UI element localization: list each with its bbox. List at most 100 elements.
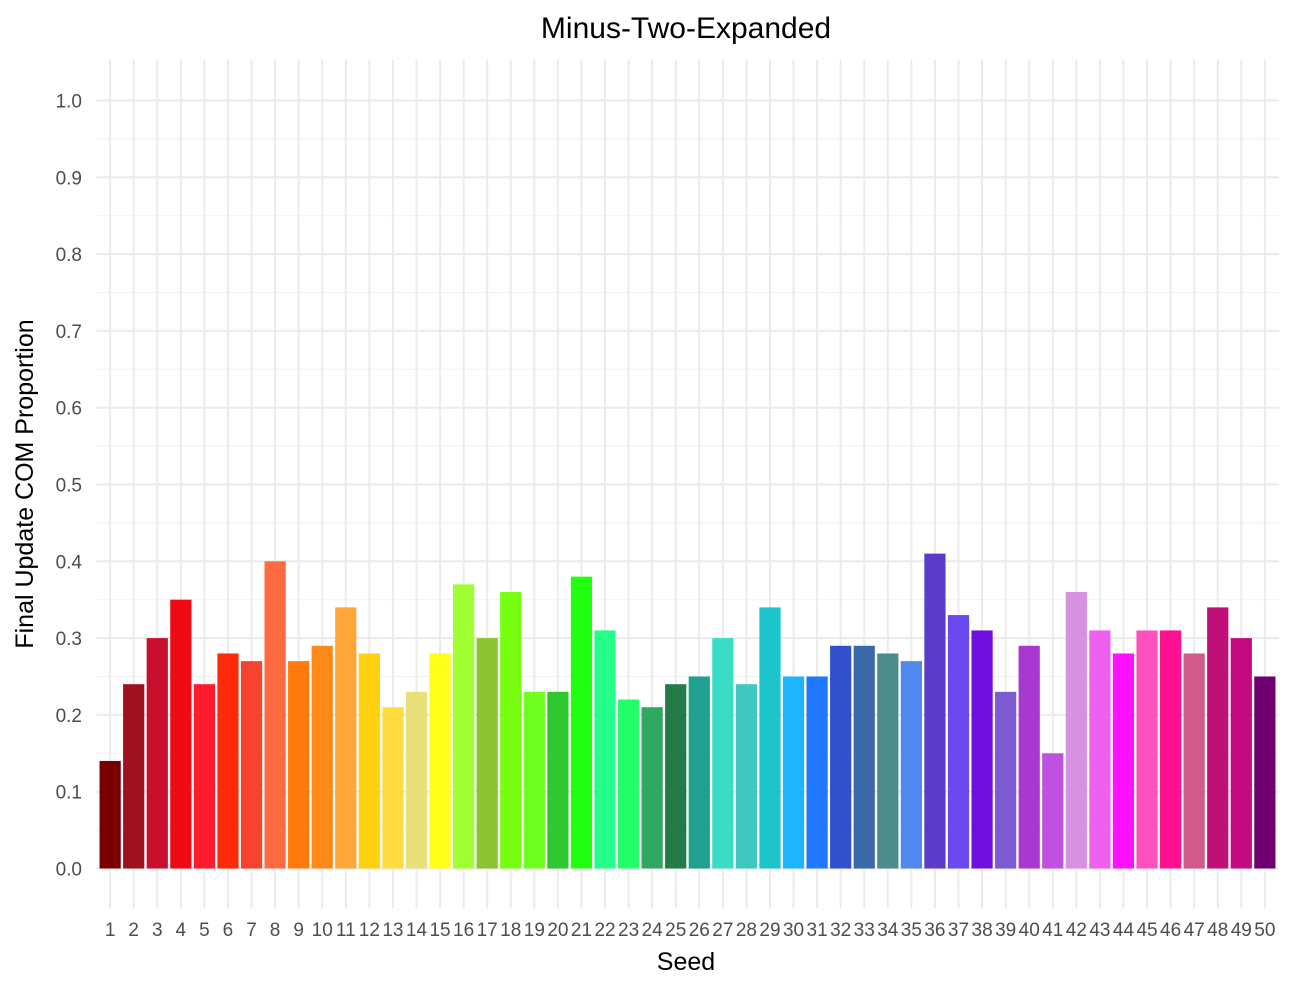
bar-seed-47 <box>1183 653 1205 869</box>
bar-seed-48 <box>1207 607 1229 869</box>
bar-seed-5 <box>193 684 216 869</box>
x-tick-label: 13 <box>382 920 403 941</box>
y-tick-label: 1.0 <box>56 92 82 113</box>
x-tick-label: 46 <box>1160 920 1181 941</box>
bar-seed-8 <box>264 561 286 869</box>
x-tick-label: 27 <box>712 920 733 941</box>
y-tick-label: 0.3 <box>56 629 82 650</box>
x-tick-label: 28 <box>736 920 757 941</box>
x-tick-label: 32 <box>830 920 851 941</box>
x-tick-label: 44 <box>1113 920 1135 941</box>
y-tick-label: 0.4 <box>56 552 83 573</box>
bar-seed-1 <box>99 760 121 869</box>
bar-seed-39 <box>995 691 1017 869</box>
bar-seed-23 <box>617 699 640 869</box>
x-tick-label: 16 <box>453 920 474 941</box>
bar-seed-30 <box>782 676 805 869</box>
x-tick-label: 43 <box>1089 920 1110 941</box>
x-tick-label: 18 <box>500 920 521 941</box>
x-tick-label: 14 <box>406 920 428 941</box>
bar-seed-18 <box>500 592 522 869</box>
y-tick-label: 0.9 <box>56 168 82 189</box>
bar-seed-35 <box>900 661 922 869</box>
bar-seed-49 <box>1230 638 1252 869</box>
bar-seed-25 <box>665 684 687 869</box>
bar-seed-31 <box>806 676 828 869</box>
chart-title: Minus-Two-Expanded <box>541 12 831 45</box>
bar-seed-28 <box>735 684 758 869</box>
y-axis-ticks: 0.0 0.1 0.2 0.3 0.4 0.5 0.6 0.7 0.8 0.9 1.0 <box>56 92 83 881</box>
bar-seed-36 <box>924 553 946 869</box>
x-tick-label: 24 <box>642 920 664 941</box>
x-tick-label: 17 <box>477 920 498 941</box>
x-tick-label: 10 <box>312 920 333 941</box>
bar-seed-19 <box>523 691 545 869</box>
bar-seed-27 <box>712 638 734 869</box>
bar-seed-2 <box>123 684 145 869</box>
bar-seed-6 <box>217 653 239 869</box>
bar-seed-17 <box>476 638 498 869</box>
x-tick-label: 9 <box>293 920 304 941</box>
y-axis-title: Final Update COM Proportion <box>11 319 39 648</box>
bar-seed-43 <box>1089 630 1111 869</box>
x-tick-label: 11 <box>336 920 356 941</box>
x-tick-label: 6 <box>223 920 234 941</box>
bar-seed-9 <box>288 661 310 869</box>
bar-seed-10 <box>311 645 333 869</box>
x-tick-label: 22 <box>594 920 615 941</box>
bar-seed-32 <box>830 645 852 869</box>
x-tick-label: 21 <box>571 920 592 941</box>
bar-seed-40 <box>1018 645 1040 869</box>
y-tick-label: 0.1 <box>56 783 82 804</box>
x-tick-label: 38 <box>972 920 993 941</box>
x-tick-label: 4 <box>176 920 187 941</box>
x-tick-label: 23 <box>618 920 639 941</box>
bar-seed-50 <box>1254 676 1276 869</box>
bar-seed-3 <box>146 638 168 869</box>
x-tick-label: 2 <box>128 920 139 941</box>
x-tick-label: 45 <box>1136 920 1157 941</box>
x-tick-label: 36 <box>924 920 945 941</box>
x-tick-label: 7 <box>246 920 257 941</box>
x-tick-label: 35 <box>901 920 922 941</box>
x-tick-label: 34 <box>877 920 899 941</box>
y-tick-label: 0.5 <box>56 476 82 497</box>
bar-seed-21 <box>570 576 593 869</box>
x-tick-label: 30 <box>783 920 804 941</box>
x-tick-label: 1 <box>105 920 116 941</box>
bar-seed-38 <box>971 630 993 869</box>
bar-seed-24 <box>641 707 663 869</box>
y-tick-label: 0.0 <box>56 860 82 881</box>
bar-seed-46 <box>1159 630 1182 869</box>
y-tick-label: 0.7 <box>56 322 82 343</box>
x-tick-label: 47 <box>1184 920 1205 941</box>
bar-seed-26 <box>688 676 710 869</box>
bar-seed-7 <box>240 661 263 869</box>
bars <box>99 553 1276 869</box>
x-tick-label: 5 <box>199 920 210 941</box>
bar-seed-15 <box>429 653 451 869</box>
bar-seed-4 <box>170 599 192 869</box>
x-tick-label: 42 <box>1066 920 1087 941</box>
bar-seed-16 <box>453 584 475 869</box>
x-tick-label: 37 <box>948 920 969 941</box>
y-tick-label: 0.8 <box>56 245 82 266</box>
x-tick-label: 39 <box>995 920 1016 941</box>
x-axis-ticks: 1 2 3 4 5 6 7 8 9 10 11 12 13 14 15 16 17 18 19 20 21 22 23 24 2… <box>105 920 1276 941</box>
x-tick-label: 31 <box>807 920 828 941</box>
x-tick-label: 49 <box>1231 920 1252 941</box>
x-tick-label: 3 <box>152 920 163 941</box>
bar-seed-22 <box>594 630 616 869</box>
bar-seed-41 <box>1042 753 1064 869</box>
y-tick-label: 0.6 <box>56 399 82 420</box>
bar-seed-29 <box>759 607 781 869</box>
x-tick-label: 8 <box>270 920 281 941</box>
bar-seed-13 <box>382 707 404 869</box>
x-tick-label: 26 <box>689 920 710 941</box>
x-tick-label: 29 <box>759 920 780 941</box>
bar-seed-44 <box>1112 653 1135 869</box>
bar-seed-33 <box>853 645 875 869</box>
y-tick-label: 0.2 <box>56 706 82 727</box>
x-tick-label: 19 <box>524 920 545 941</box>
